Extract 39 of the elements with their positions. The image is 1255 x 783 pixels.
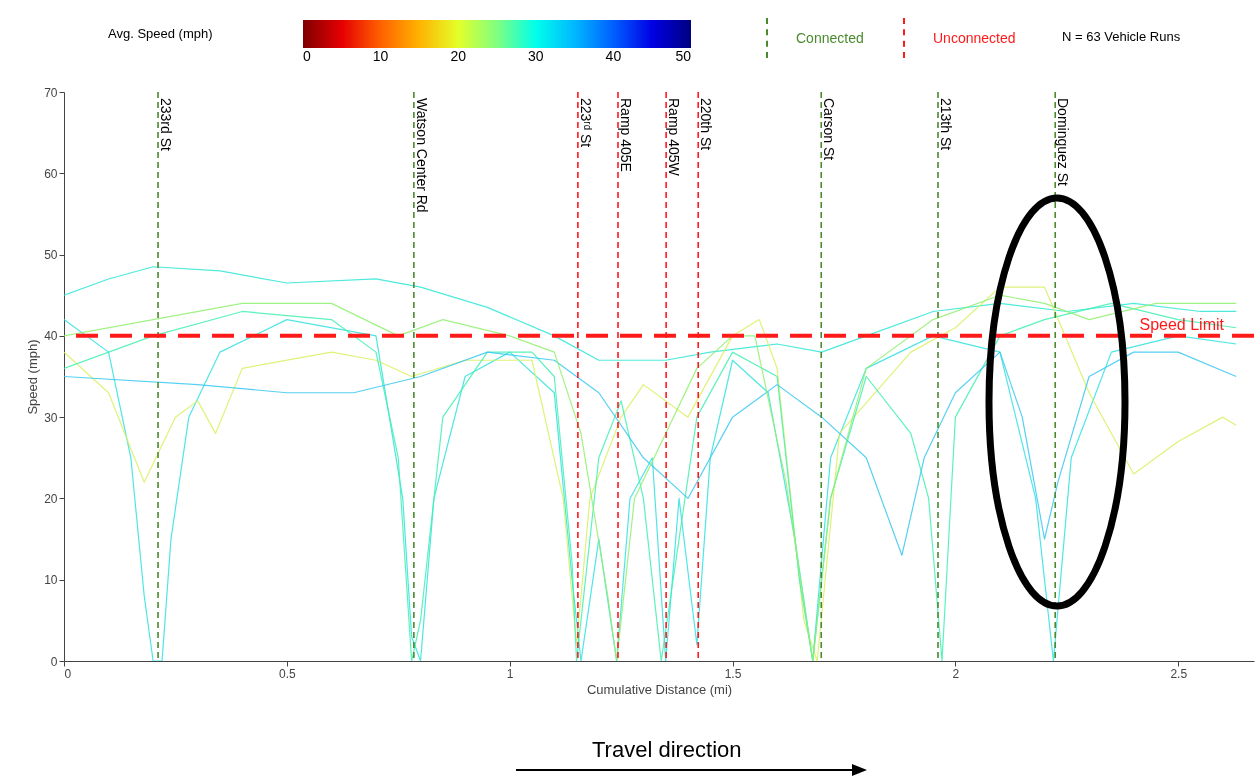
y-axis-title: Speed (mph) <box>25 339 41 415</box>
x-tick-label: 1.5 <box>724 666 742 681</box>
y-tick-label: 60 <box>44 166 58 181</box>
color-bar-label: 20 <box>450 48 467 64</box>
color-bar-label: 50 <box>675 48 692 64</box>
y-tick-label: 20 <box>44 491 58 506</box>
ref-line-label: Speed Limit <box>1139 315 1225 333</box>
line-series <box>64 351 1237 556</box>
ref-line-label: 233rd St <box>158 98 175 152</box>
x-tick-label: 0 <box>64 666 72 681</box>
x-axis-title: Cumulative Distance (mi) <box>586 681 733 697</box>
color-bar-label: 30 <box>528 48 544 64</box>
y-tick-label: 0 <box>50 654 58 669</box>
x-tick-label: 0.5 <box>279 666 297 681</box>
x-tick-label: 1 <box>506 666 514 681</box>
text: Connected <box>796 30 864 46</box>
ref-line-label: 223ʳᵈ St <box>577 98 594 148</box>
color-bar-title: Avg. Speed (mph) <box>108 26 213 41</box>
y-tick-label: 50 <box>44 248 58 263</box>
ref-line-label: Watson Center Rd <box>413 98 430 213</box>
x-tick-label: 2.5 <box>1170 666 1188 681</box>
ref-line-label: Dominguez St <box>1055 98 1072 187</box>
ref-line-label: Ramp 405W <box>666 98 683 177</box>
ref-line-label: 220th St <box>698 98 715 151</box>
y-tick-label: 40 <box>44 329 58 344</box>
ref-line-label: Carson St <box>821 98 838 161</box>
text: Travel direction <box>592 737 742 763</box>
text: N = 63 Vehicle Runs <box>1062 29 1181 44</box>
color-bar-label: 0 <box>303 48 311 64</box>
x-tick-label: 2 <box>952 666 960 681</box>
color-bar-label: 40 <box>605 48 622 64</box>
line-series <box>64 266 1237 361</box>
y-tick-label: 30 <box>44 410 58 425</box>
color-bar-label: 10 <box>372 48 389 64</box>
ref-line-label: Ramp 405E <box>618 98 634 172</box>
y-tick-label: 10 <box>44 573 58 588</box>
y-tick-label: 70 <box>44 85 58 100</box>
ref-line-label: 213th St <box>938 98 954 151</box>
text: Unconnected <box>933 30 1016 46</box>
